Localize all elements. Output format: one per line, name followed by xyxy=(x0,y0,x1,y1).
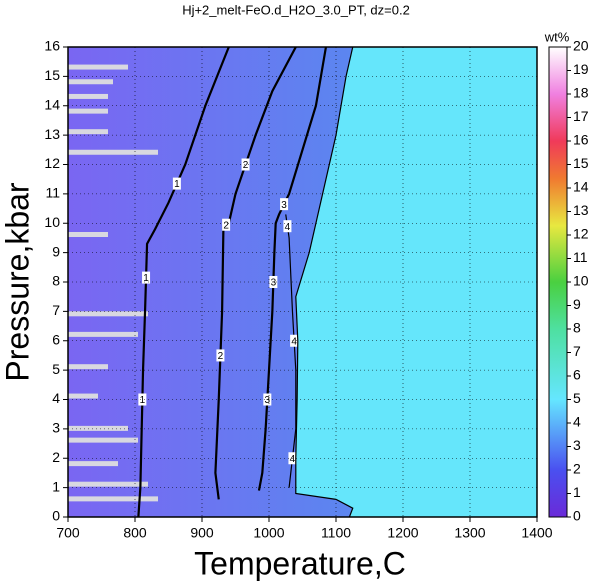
y-axis-label: Pressure,kbar xyxy=(0,182,35,382)
colorbar-tick-label: 5 xyxy=(573,390,581,406)
stripe xyxy=(68,129,108,135)
stripe xyxy=(68,79,113,85)
colorbar-tick-label: 18 xyxy=(573,85,589,101)
y-tick-label: 4 xyxy=(52,390,60,406)
x-tick-label: 900 xyxy=(190,525,214,541)
x-tick-label: 1300 xyxy=(454,525,485,541)
colorbar-tick-label: 17 xyxy=(573,108,589,124)
y-tick-label: 11 xyxy=(45,185,60,201)
contour-label-box xyxy=(138,393,147,406)
y-tick-label: 15 xyxy=(44,67,60,83)
contour-label: 3 xyxy=(281,200,287,211)
contour-label-box xyxy=(241,158,250,171)
stripe xyxy=(68,461,118,467)
colorbar-tick-label: 1 xyxy=(573,484,581,500)
x-tick-label: 1000 xyxy=(253,525,284,541)
chart-title: Hj+2_melt-FeO.d_H2O_3.0_PT, dz=0.2 xyxy=(182,2,410,17)
colorbar-tick-label: 0 xyxy=(573,508,581,524)
x-tick-label: 800 xyxy=(123,525,147,541)
y-tick-label: 0 xyxy=(52,508,60,524)
x-tick-label: 700 xyxy=(56,525,80,541)
colorbar-tick-label: 19 xyxy=(573,61,589,77)
contour-line xyxy=(257,47,328,491)
colorbar-tick-label: 4 xyxy=(573,414,581,430)
contour-label-box xyxy=(142,271,151,284)
colorbar-tick-label: 16 xyxy=(573,132,589,148)
colorbar-tick-label: 6 xyxy=(573,367,581,383)
contour-label: 3 xyxy=(265,395,271,406)
y-tick-label: 13 xyxy=(44,126,60,142)
stripe xyxy=(68,425,128,431)
contour-label: 1 xyxy=(143,273,149,284)
colorbar-tick-label: 7 xyxy=(573,343,581,359)
colorbar-tick-label: 15 xyxy=(573,155,589,171)
y-tick-label: 3 xyxy=(52,420,60,436)
colorbar-tick-label: 3 xyxy=(573,437,581,453)
y-tick-label: 12 xyxy=(44,155,60,171)
x-tick-label: 1200 xyxy=(387,525,418,541)
axes: 700 800 900 1000 1100 1200 1300 140001234567891… xyxy=(44,38,552,541)
colorbar-tick-label: 8 xyxy=(573,320,581,336)
colorbar-tick-label: 9 xyxy=(573,296,581,312)
stripe xyxy=(68,64,128,70)
stripe xyxy=(68,108,108,114)
contour-label-box xyxy=(290,334,299,347)
contour-label-box xyxy=(222,218,231,231)
y-tick-label: 2 xyxy=(52,449,60,465)
stripe xyxy=(68,481,148,487)
x-tick-label: 1100 xyxy=(321,525,351,541)
colorbar-tick-label: 20 xyxy=(573,38,589,54)
stripe xyxy=(68,364,108,370)
y-tick-label: 14 xyxy=(44,96,60,112)
plot-frame xyxy=(67,46,538,518)
contour-label: 4 xyxy=(290,454,296,465)
stripe xyxy=(68,331,138,337)
contour-label: 3 xyxy=(271,278,277,289)
x-tick-label: 1400 xyxy=(521,525,552,541)
contour-label-box xyxy=(283,220,292,233)
colorbar-tick-label: 2 xyxy=(573,461,581,477)
y-tick-label: 9 xyxy=(52,243,60,259)
y-tick-label: 8 xyxy=(52,273,60,289)
contour-label: 4 xyxy=(285,222,291,233)
contour-label: 2 xyxy=(243,160,249,171)
stripe xyxy=(68,232,108,237)
colorbar-label: wt% xyxy=(544,29,570,44)
contour-line xyxy=(137,47,230,517)
y-tick-label: 7 xyxy=(52,302,60,318)
contour-label: 1 xyxy=(174,179,180,190)
contour-label-box xyxy=(216,349,225,362)
contour-label: 2 xyxy=(223,220,229,231)
contour-label-box xyxy=(263,393,272,406)
x-axis-label: Temperature,C xyxy=(194,545,406,581)
stripe xyxy=(68,93,108,99)
colorbar-tick-label: 12 xyxy=(573,226,589,242)
stripe xyxy=(68,149,158,155)
colorbar-tick-label: 10 xyxy=(573,273,589,289)
contour-label-box xyxy=(280,198,289,211)
contour-label: 1 xyxy=(140,395,146,406)
contour-label: 2 xyxy=(218,351,224,362)
y-tick-label: 1 xyxy=(52,478,60,494)
y-tick-label: 5 xyxy=(52,361,60,377)
y-tick-label: 16 xyxy=(44,38,60,54)
contour-label-box xyxy=(172,177,181,190)
contour-label-box xyxy=(269,276,278,288)
stripe xyxy=(68,437,138,443)
stripe xyxy=(68,393,98,399)
stripe xyxy=(68,496,158,502)
contour-label: 4 xyxy=(291,336,297,347)
colorbar-tick-label: 14 xyxy=(573,179,589,195)
colorbar-tick-label: 11 xyxy=(573,249,588,265)
colorbar-tick-label: 13 xyxy=(573,202,589,218)
y-tick-label: 6 xyxy=(52,331,60,347)
stripe xyxy=(68,311,148,317)
y-tick-label: 10 xyxy=(44,214,60,230)
colorbar xyxy=(548,46,568,518)
